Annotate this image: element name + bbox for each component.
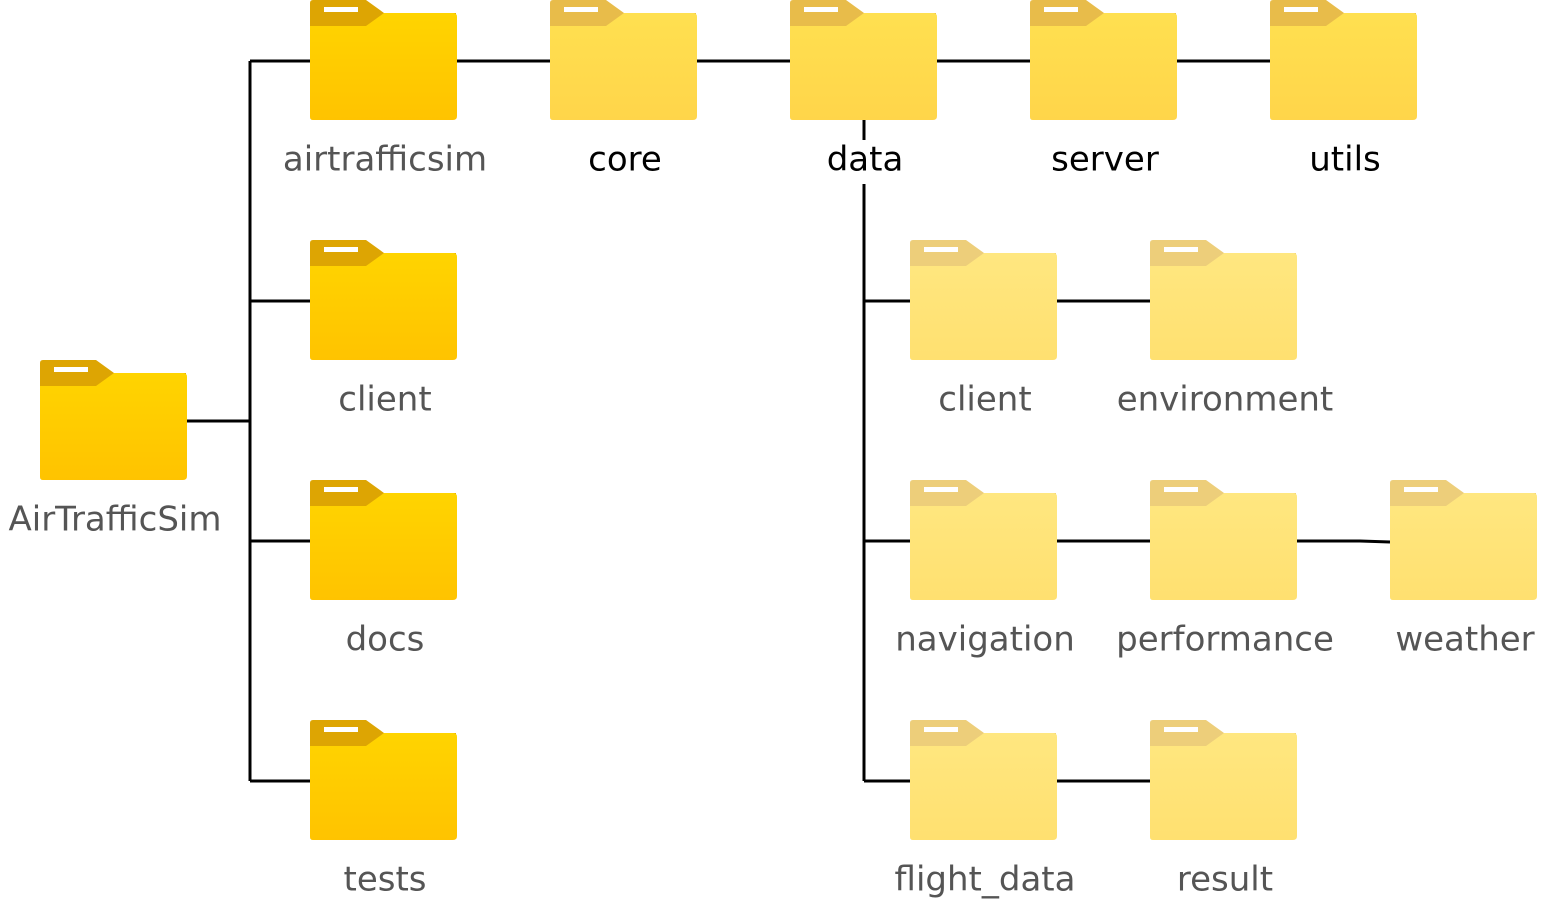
folder-airtrafficsim-root[interactable]: AirTrafficSim — [9, 360, 222, 540]
folders: AirTrafficSim airtrafficsim client docs test… — [9, 0, 1537, 900]
folder-client-top[interactable]: client — [310, 240, 457, 420]
folder-airtrafficsim[interactable]: airtrafficsim — [283, 0, 487, 180]
folder-label: client — [338, 380, 431, 420]
folder-icon — [790, 0, 937, 120]
folder-result[interactable]: result — [1150, 720, 1297, 900]
folder-label: flight_data — [895, 860, 1076, 900]
folder-label: navigation — [895, 620, 1075, 660]
folder-label: data — [827, 140, 904, 180]
folder-docs[interactable]: docs — [310, 480, 457, 660]
folder-flight_data[interactable]: flight_data — [895, 720, 1076, 900]
folder-utils[interactable]: utils — [1270, 0, 1417, 180]
folder-icon — [310, 720, 457, 840]
folder-icon — [550, 0, 697, 120]
folder-label: airtrafficsim — [283, 140, 487, 180]
folder-label: result — [1177, 860, 1273, 900]
folder-core[interactable]: core — [550, 0, 697, 180]
folder-label: core — [588, 140, 662, 180]
folder-icon — [1390, 480, 1537, 600]
folder-data[interactable]: data — [790, 0, 937, 180]
folder-performance[interactable]: performance — [1116, 480, 1334, 660]
folder-icon — [1270, 0, 1417, 120]
folder-label: utils — [1309, 140, 1381, 180]
folder-label: performance — [1116, 620, 1334, 660]
folder-icon — [910, 240, 1057, 360]
folder-environment[interactable]: environment — [1117, 240, 1334, 420]
folder-icon — [1030, 0, 1177, 120]
folder-icon — [40, 360, 187, 480]
folder-icon — [1150, 720, 1297, 840]
folder-icon — [1150, 480, 1297, 600]
folder-client-data[interactable]: client — [910, 240, 1057, 420]
folder-server[interactable]: server — [1030, 0, 1177, 180]
folder-label: tests — [343, 860, 426, 900]
folder-label: docs — [346, 620, 425, 660]
folder-label: weather — [1395, 620, 1534, 660]
folder-label: client — [938, 380, 1031, 420]
folder-navigation[interactable]: navigation — [895, 480, 1075, 660]
folder-label: environment — [1117, 380, 1334, 420]
folder-label: server — [1051, 140, 1159, 180]
folder-weather[interactable]: weather — [1390, 480, 1537, 660]
folder-icon — [310, 480, 457, 600]
folder-icon — [1150, 240, 1297, 360]
edge-performance-weather — [1296, 539, 1391, 544]
folder-icon — [310, 0, 457, 120]
folder-icon — [310, 240, 457, 360]
folder-icon — [910, 480, 1057, 600]
folder-label: AirTrafficSim — [9, 500, 222, 540]
folder-tests[interactable]: tests — [310, 720, 457, 900]
folder-icon — [910, 720, 1057, 840]
connector-lines — [187, 59, 1391, 783]
